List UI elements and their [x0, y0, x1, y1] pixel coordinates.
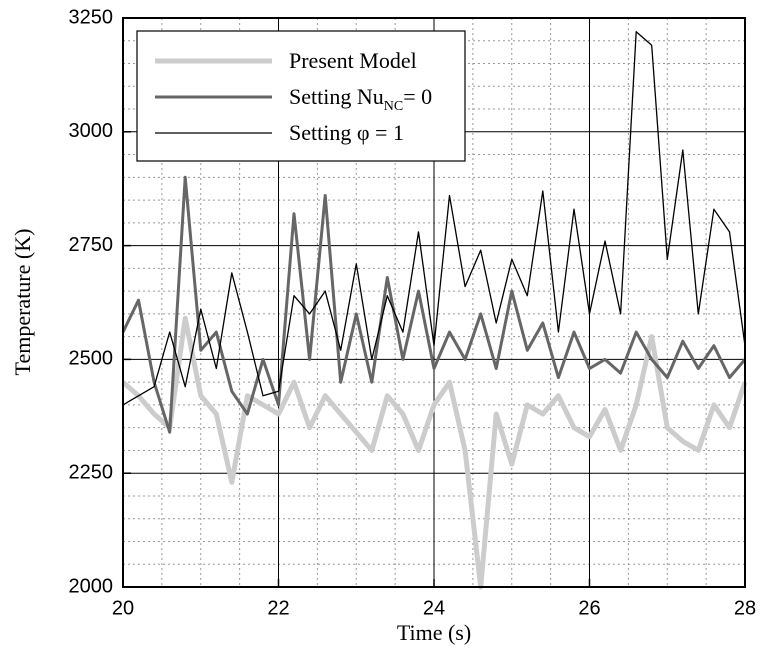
series-line [121, 315, 748, 590]
x-tick-label: 24 [423, 597, 445, 619]
series-line [121, 175, 747, 434]
x-tick-label: 20 [112, 597, 134, 619]
legend-label: Present Model [289, 48, 417, 73]
y-tick-label: 2250 [69, 461, 114, 483]
y-tick-label: 3250 [69, 6, 114, 28]
y-tick-label: 2750 [69, 234, 114, 256]
legend-subscript: NC [384, 99, 403, 114]
legend-text: Setting φ = 1 [289, 120, 404, 145]
x-tick-label: 28 [734, 597, 756, 619]
y-tick-label: 2000 [69, 575, 114, 597]
series-line [122, 31, 746, 406]
y-tick-label: 2500 [69, 348, 114, 370]
x-tick-label: 22 [267, 597, 289, 619]
legend-text: Present Model [289, 48, 417, 73]
x-tick-label: 26 [578, 597, 600, 619]
legend-text: Setting Nu [289, 84, 384, 109]
legend-label: Setting NuNC= 0 [289, 84, 432, 114]
legend-label: Setting φ = 1 [289, 120, 404, 145]
y-axis-label: Temperature (K) [10, 229, 35, 376]
legend-text: = 0 [403, 84, 432, 109]
y-tick-label: 3000 [69, 120, 114, 142]
x-axis-label: Time (s) [397, 620, 471, 645]
plot-frame [122, 17, 746, 588]
